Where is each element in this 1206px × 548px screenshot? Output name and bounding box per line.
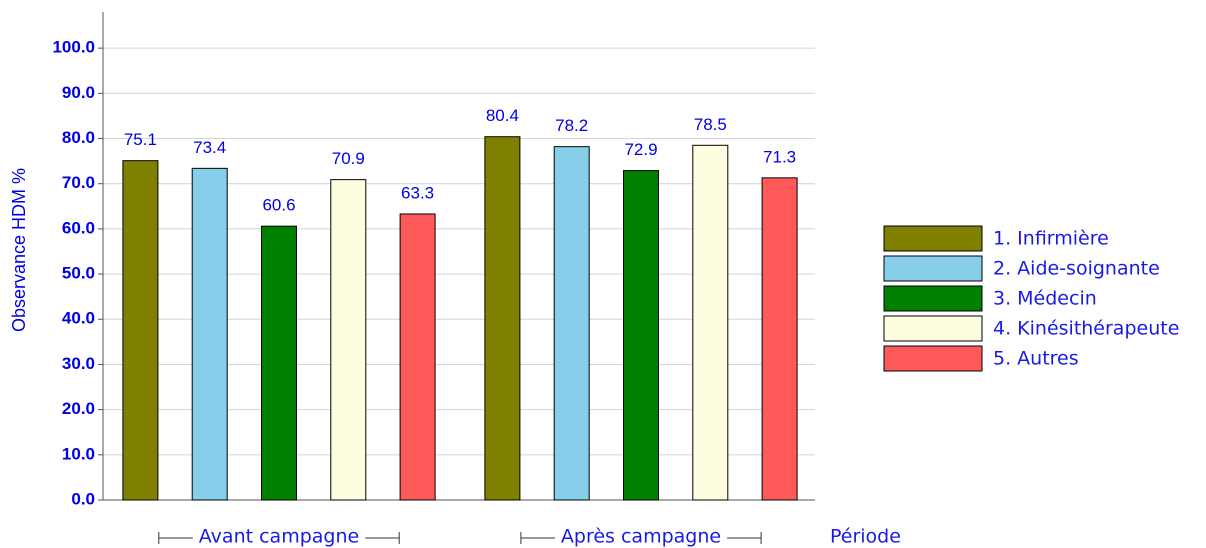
bar — [191, 167, 228, 501]
bar — [122, 160, 159, 501]
value-label: 80.4 — [486, 106, 519, 125]
value-label: 75.1 — [124, 130, 157, 149]
y-tick-label: 60.0 — [62, 218, 95, 237]
x-axis-label: Période — [830, 526, 901, 548]
bar — [761, 177, 798, 501]
legend-swatch — [883, 345, 983, 372]
y-tick-label: 40.0 — [62, 309, 95, 328]
legend-label: 5. Autres — [993, 348, 1079, 370]
value-label: 71.3 — [763, 147, 796, 166]
bar — [484, 136, 521, 501]
legend-label: 3. Médecin — [993, 288, 1097, 310]
value-label: 60.6 — [262, 196, 295, 215]
y-tick-label: 20.0 — [62, 399, 95, 418]
y-tick-label: 100.0 — [52, 38, 95, 57]
y-axis-label: Observance HDM % — [9, 168, 29, 332]
x-tick-label: Avant campagne — [199, 526, 359, 548]
y-tick-label: 70.0 — [62, 173, 95, 192]
x-tick-label: Après campagne — [561, 526, 721, 548]
bar — [692, 144, 729, 501]
legend-label: 1. Infirmière — [993, 228, 1109, 250]
y-tick-label: 50.0 — [62, 264, 95, 283]
value-label: 72.9 — [624, 140, 657, 159]
legend-swatch — [883, 225, 983, 252]
legend-swatch — [883, 315, 983, 342]
legend-label: 2. Aide-soignante — [993, 258, 1160, 280]
y-tick-label: 90.0 — [62, 83, 95, 102]
legend-label: 4. Kinésithérapeute — [993, 318, 1179, 340]
bar — [261, 225, 297, 501]
y-tick-label: 0.0 — [71, 489, 95, 508]
value-label: 73.4 — [193, 138, 226, 157]
y-tick-label: 80.0 — [62, 128, 95, 147]
bar — [399, 213, 436, 501]
value-label: 78.2 — [555, 116, 588, 135]
value-label: 70.9 — [332, 149, 365, 168]
legend-swatch — [883, 285, 983, 312]
value-label: 78.5 — [694, 115, 727, 134]
legend-swatch — [883, 255, 983, 282]
y-tick-label: 10.0 — [62, 444, 95, 463]
bar — [553, 146, 590, 501]
y-tick-label: 30.0 — [62, 354, 95, 373]
value-label: 63.3 — [401, 183, 434, 202]
bar — [623, 170, 659, 501]
bar — [330, 179, 367, 501]
